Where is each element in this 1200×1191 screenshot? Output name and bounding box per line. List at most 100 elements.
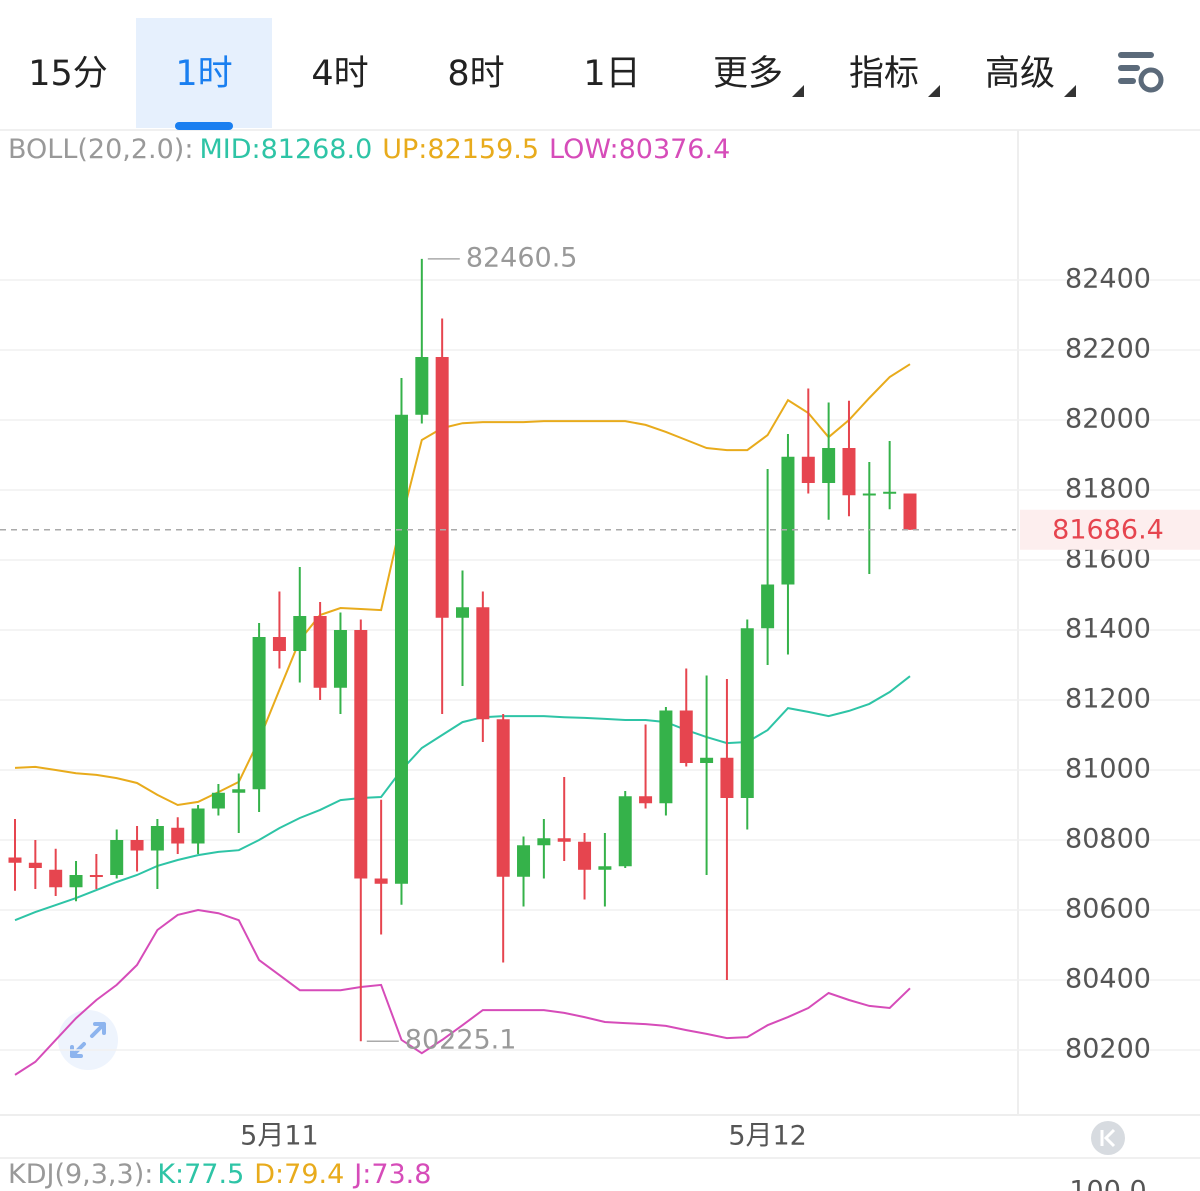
candle — [781, 434, 795, 655]
tab[interactable]: 1日 — [583, 54, 640, 94]
tab[interactable]: 4时 — [311, 54, 368, 94]
kdj-axis-label: 100.0 — [1069, 1176, 1146, 1191]
y-tick-label: 80200 — [1065, 1034, 1151, 1065]
y-tick-label: 81400 — [1065, 614, 1151, 645]
tab-label: 高级 — [985, 54, 1055, 94]
candle-body — [639, 796, 653, 804]
candle-body — [232, 789, 246, 793]
candle — [354, 619, 368, 1042]
candle — [89, 854, 103, 890]
candle-body — [842, 448, 856, 496]
candle — [476, 591, 490, 743]
candle — [842, 400, 856, 517]
expand-icon[interactable] — [58, 1010, 118, 1070]
candle-body — [517, 845, 531, 877]
candle-body — [130, 840, 144, 851]
candle — [720, 679, 734, 981]
candle-body — [700, 757, 714, 764]
last-price-bg — [1020, 509, 1200, 550]
scroll-end-button[interactable] — [1091, 1121, 1125, 1155]
candle-body — [394, 414, 408, 884]
tab[interactable]: 15分 — [28, 54, 108, 94]
candle-body — [537, 838, 551, 846]
tab[interactable]: 更多 — [713, 54, 804, 97]
candle — [272, 591, 286, 669]
candle-body — [110, 840, 124, 876]
candle — [883, 441, 897, 510]
candle-body — [211, 792, 225, 809]
tab[interactable]: 8时 — [447, 54, 504, 94]
dropdown-caret — [928, 85, 940, 97]
candle-body — [476, 607, 490, 720]
candle-body — [150, 826, 164, 851]
candle-body — [333, 630, 347, 688]
candle — [537, 819, 551, 879]
candle — [659, 707, 673, 816]
candle-body — [354, 630, 368, 879]
candle-body — [761, 584, 775, 629]
icon-gear — [1138, 67, 1164, 93]
y-tick-label: 81000 — [1065, 754, 1151, 785]
y-tick-label: 80800 — [1065, 824, 1151, 855]
indicator-legend: BOLL(20,2.0): MID:81268.0 UP:82159.5 LOW:80… — [8, 134, 730, 165]
candle — [171, 817, 185, 855]
candle-body — [578, 841, 592, 870]
kdj-legend: KDJ(9,3,3): K:77.5 D:79.4 J:73.8 — [8, 1159, 431, 1190]
legend-value: 81268.0 — [261, 134, 373, 165]
tab-indicator — [175, 122, 233, 130]
candle — [456, 570, 469, 687]
candle-body — [740, 628, 754, 799]
candle-body — [272, 637, 286, 652]
candle-body — [456, 607, 469, 618]
candle-body — [69, 875, 83, 888]
candle — [801, 388, 815, 494]
last-price-label: 81686.4 — [1052, 514, 1164, 545]
tab[interactable]: 指标 — [849, 54, 940, 97]
settings-icon[interactable] — [1118, 52, 1164, 93]
x-tick-label: 5月12 — [728, 1121, 807, 1152]
candle — [618, 791, 632, 869]
candle-body — [862, 493, 876, 496]
candle — [191, 805, 205, 855]
plot — [8, 258, 917, 1076]
candle — [211, 784, 225, 816]
y-tick-label: 82200 — [1065, 334, 1151, 365]
candle-body — [557, 838, 571, 842]
candle — [740, 619, 754, 830]
candle-body — [903, 493, 917, 530]
dropdown-caret — [792, 85, 804, 97]
tab-label: 指标 — [849, 54, 919, 94]
candle-body — [28, 862, 42, 869]
candle-body — [252, 637, 266, 790]
kdj-item: D:79.4 — [254, 1159, 344, 1190]
candle — [557, 777, 571, 862]
y-tick-label: 81200 — [1065, 684, 1151, 715]
candle-body — [659, 710, 673, 804]
candle — [69, 861, 83, 902]
candle-body — [618, 796, 632, 867]
candle-body — [313, 616, 327, 688]
tab[interactable]: 高级 — [985, 54, 1076, 97]
tab-label: 8时 — [447, 54, 504, 94]
y-tick-label: 82000 — [1065, 404, 1151, 435]
extreme-label: 82460.5 — [466, 242, 578, 273]
candle — [150, 819, 164, 890]
candle — [700, 675, 714, 876]
candle — [252, 623, 266, 813]
candle — [435, 318, 449, 715]
candle-body — [171, 827, 185, 844]
tab[interactable]: 1时 — [136, 18, 272, 130]
candle-body — [191, 808, 205, 844]
candle — [293, 567, 307, 683]
kdj-item: J:73.8 — [352, 1159, 431, 1190]
candle — [8, 819, 22, 891]
candle — [415, 258, 429, 424]
candle-body — [720, 757, 734, 799]
legend-value: 80376.4 — [619, 134, 731, 165]
y-tick-label: 81800 — [1065, 474, 1151, 505]
candle-body — [415, 357, 429, 415]
tab-label: 1时 — [175, 54, 232, 94]
